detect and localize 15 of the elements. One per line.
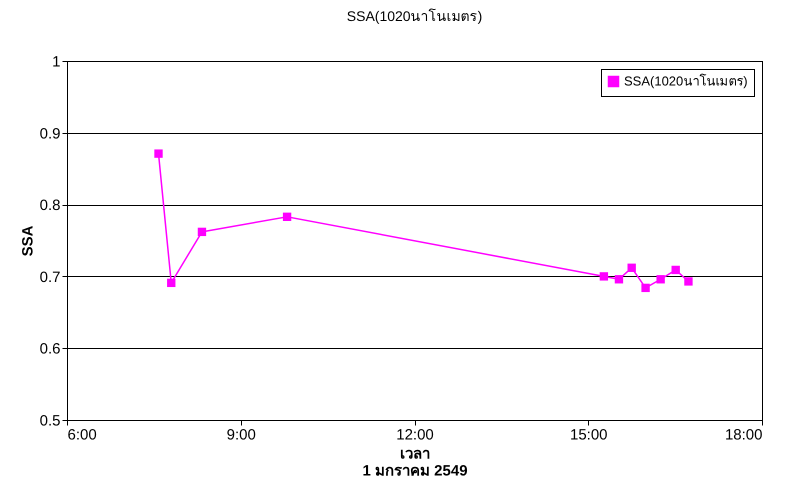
- y-tick-label: 1: [52, 54, 60, 70]
- y-tick-label: 0.6: [40, 340, 60, 358]
- y-tick-label: 0.7: [40, 268, 60, 286]
- x-tick-label: 12:00: [396, 426, 434, 444]
- chart-title: SSA(1020นาโนเมตร): [346, 8, 482, 24]
- y-tick-label: 0.9: [40, 125, 60, 142]
- x-axis-title: เวลา 1 มกราคม 2549: [362, 446, 468, 480]
- x-tick-label: 9:00: [226, 426, 256, 444]
- x-tick-label: 6:00: [68, 426, 97, 444]
- x-tick-label: 18:00: [724, 426, 762, 444]
- legend-label: SSA(1020นาโนเมตร): [624, 74, 748, 88]
- y-axis-title: SSA: [20, 225, 37, 256]
- x-tick-label: 15:00: [570, 426, 608, 444]
- y-tick-label: 0.5: [40, 412, 60, 430]
- y-tick-label: 0.8: [40, 197, 60, 214]
